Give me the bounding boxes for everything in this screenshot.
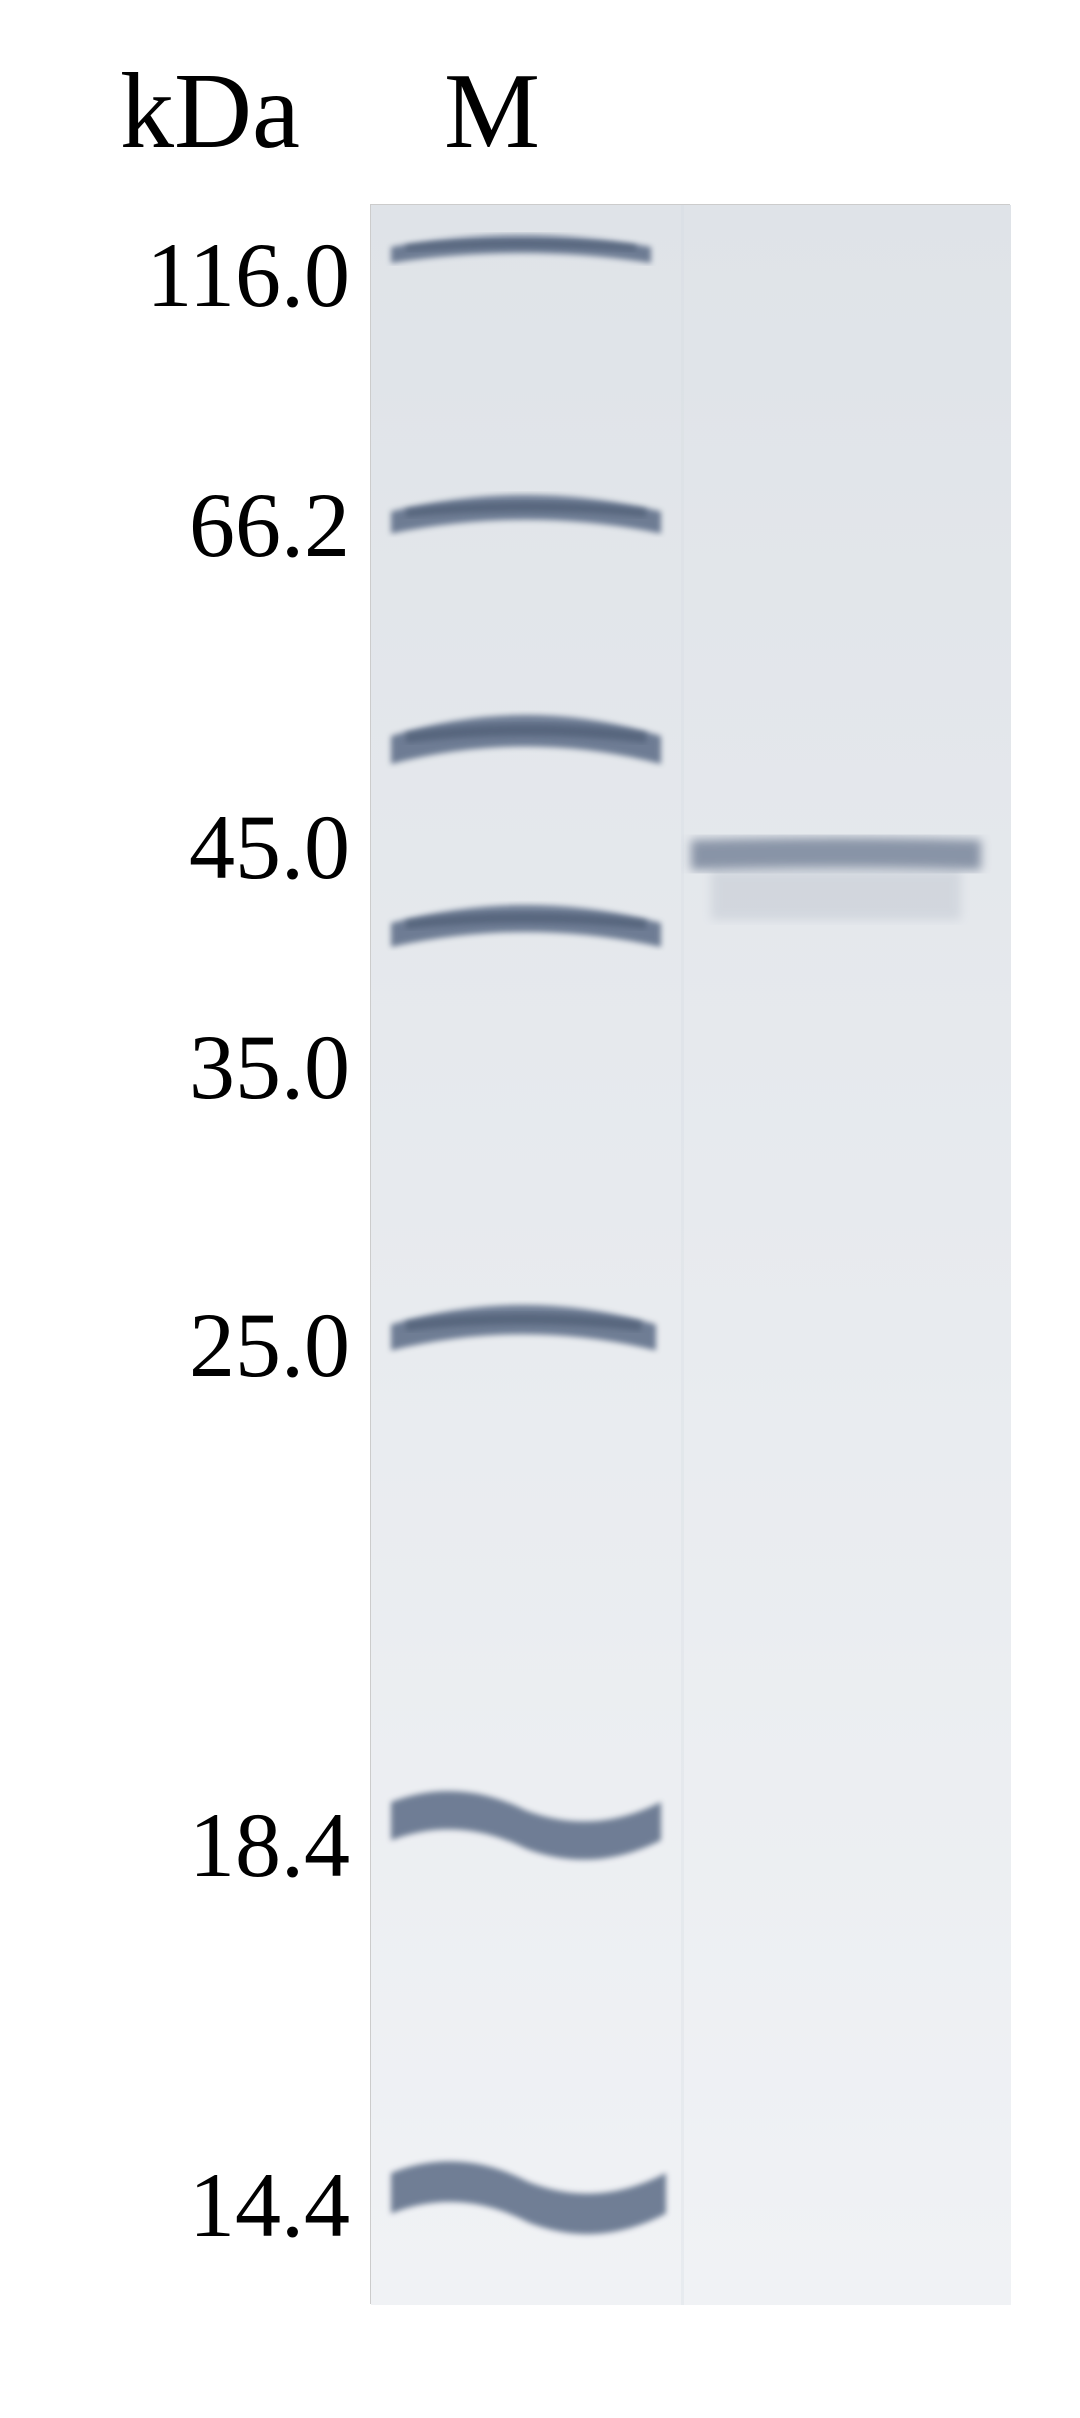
sample-smear	[711, 870, 961, 920]
mw-label-18-4: 18.4	[189, 1792, 350, 1898]
units-label: kDa	[120, 50, 300, 174]
gel-svg	[371, 205, 1011, 2305]
lane-divider	[681, 205, 684, 2305]
mw-label-116-0: 116.0	[146, 222, 350, 328]
mw-label-35-0: 35.0	[189, 1014, 350, 1120]
sample-bands-group	[691, 838, 981, 920]
mw-labels-column: 116.0 66.2 45.0 35.0 25.0 18.4 14.4	[50, 204, 350, 2304]
gel-image	[370, 204, 1010, 2304]
mw-label-66-2: 66.2	[189, 472, 350, 578]
gel-header: kDa M	[0, 0, 1080, 204]
mw-label-14-4: 14.4	[189, 2152, 350, 2258]
sample-band-0	[691, 838, 981, 870]
mw-label-25-0: 25.0	[189, 1292, 350, 1398]
marker-label: M	[444, 50, 540, 174]
mw-label-45-0: 45.0	[189, 794, 350, 900]
gel-container: 116.0 66.2 45.0 35.0 25.0 18.4 14.4	[0, 204, 1080, 2304]
